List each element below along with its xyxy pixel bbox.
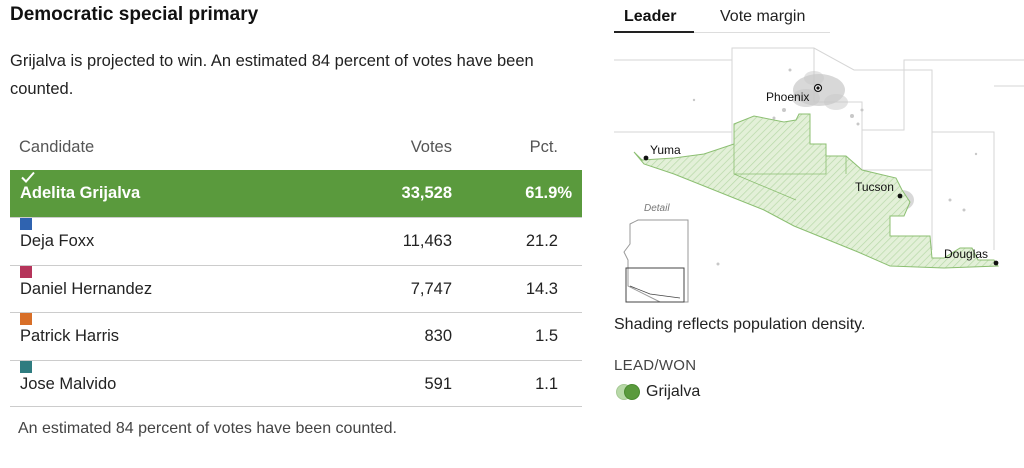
city-markers <box>643 83 999 266</box>
candidate-pct: 14.3 <box>525 279 558 298</box>
candidate-votes: 11,463 <box>402 232 452 250</box>
results-footnote: An estimated 84 percent of votes have be… <box>18 420 397 437</box>
candidate-name: Patrick Harris <box>20 327 120 345</box>
city-label-yuma: Yuma <box>650 143 681 157</box>
legend-item-grijalva: Grijalva <box>614 383 700 401</box>
candidate-cell: Jose Malvido <box>20 360 117 408</box>
table-row: Daniel Hernandez 7,747 14.3 <box>10 264 582 313</box>
color-swatch <box>20 360 32 373</box>
shading-note: Shading reflects population density. <box>614 316 866 333</box>
header-pct: Pct. <box>529 138 558 156</box>
candidate-pct: 61.9% <box>525 184 572 202</box>
candidate-name: Daniel Hernandez <box>20 279 153 298</box>
district-map[interactable]: Phoenix Yuma Tucson Douglas Detail <box>614 40 1024 310</box>
legend-label: Grijalva <box>646 383 701 400</box>
header-candidate: Candidate <box>19 138 95 156</box>
candidate-votes: 33,528 <box>401 184 452 202</box>
tab-vote-margin[interactable]: Vote margin <box>720 8 806 25</box>
city-label-tucson: Tucson <box>855 180 894 194</box>
map-svg: Phoenix Yuma Tucson Douglas Detail <box>614 47 1024 303</box>
table-row-winner: Adelita Grijalva 33,528 61.9% <box>10 170 582 217</box>
legend-dot-icon <box>614 383 642 401</box>
candidate-pct: 1.5 <box>535 327 558 345</box>
active-tab-indicator <box>614 31 694 33</box>
city-label-douglas: Douglas <box>944 247 988 261</box>
table-row: Jose Malvido 591 1.1 <box>10 359 582 408</box>
candidate-votes: 7,747 <box>410 279 452 298</box>
color-swatch <box>20 218 32 230</box>
candidate-cell: Deja Foxx <box>20 218 94 265</box>
candidate-name: Adelita Grijalva <box>20 184 141 202</box>
tab-divider <box>694 32 830 33</box>
map-tabs: Leader Vote margin <box>614 0 830 33</box>
candidate-pct: 21.2 <box>525 232 558 250</box>
header-votes: Votes <box>410 138 452 156</box>
check-icon <box>20 170 38 184</box>
district-7-shape <box>633 113 999 269</box>
candidate-pct: 1.1 <box>535 374 558 393</box>
candidate-votes: 591 <box>424 374 452 393</box>
state-locator-inset <box>623 219 689 303</box>
color-swatch <box>20 313 32 325</box>
candidate-cell: Patrick Harris <box>20 313 119 360</box>
table-row: Patrick Harris 830 1.5 <box>10 312 582 360</box>
detail-label: Detail <box>644 203 670 214</box>
results-table: Candidate Votes Pct. Adelita Grijalva 33… <box>10 124 582 407</box>
race-summary: Grijalva is projected to win. An estimat… <box>10 52 534 98</box>
candidate-cell: Adelita Grijalva <box>20 170 140 217</box>
candidate-votes: 830 <box>424 327 452 345</box>
won-dot <box>624 384 640 400</box>
tab-leader[interactable]: Leader <box>624 8 677 25</box>
candidate-name: Deja Foxx <box>20 232 95 250</box>
candidate-cell: Daniel Hernandez <box>20 265 153 313</box>
table-header: Candidate Votes Pct. <box>10 124 582 170</box>
table-row: Deja Foxx 11,463 21.2 <box>10 217 582 265</box>
race-title: Democratic special primary <box>10 4 259 25</box>
legend-title: LEAD/WON <box>614 357 697 374</box>
color-swatch <box>20 265 32 278</box>
city-label-phoenix: Phoenix <box>766 90 809 104</box>
candidate-name: Jose Malvido <box>20 374 117 393</box>
